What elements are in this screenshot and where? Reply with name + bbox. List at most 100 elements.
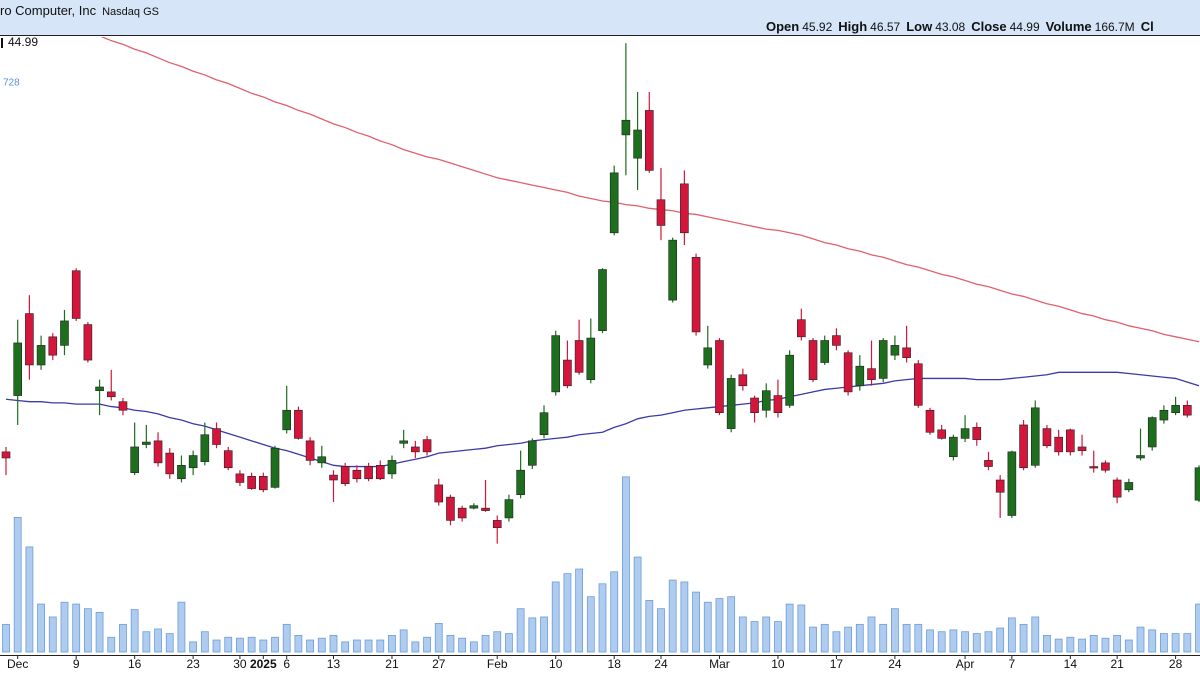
candle-body <box>1112 479 1122 498</box>
x-tick-label: 21 <box>385 657 399 671</box>
volume-bar <box>165 633 174 653</box>
candle-body <box>504 499 514 519</box>
candle-body <box>703 347 713 366</box>
x-tick-label: 16 <box>128 657 142 671</box>
candle-body <box>411 446 420 453</box>
volume-bar <box>1195 603 1200 653</box>
volume-bar <box>282 623 291 653</box>
x-tick-label: 10 <box>549 657 563 671</box>
volume-bar <box>1066 636 1075 653</box>
quote-trailing: Cl <box>1140 19 1154 34</box>
volume-bar <box>1124 639 1133 653</box>
volume-bar <box>563 573 572 653</box>
candle-body <box>329 474 338 481</box>
volume-bar <box>774 621 782 653</box>
candle-body <box>867 368 876 380</box>
candle-body <box>83 324 93 361</box>
candle-body <box>223 450 233 469</box>
volume-bar <box>551 581 560 653</box>
volume-bar <box>294 635 303 653</box>
candle-body <box>270 447 280 488</box>
candle-body <box>247 476 256 489</box>
volume-bar <box>481 635 490 653</box>
volume-layer <box>2 476 1200 653</box>
x-tick-label: 6 <box>283 657 290 671</box>
volume-bar <box>528 617 537 653</box>
candle-body <box>1007 451 1017 516</box>
candle-body <box>878 340 888 379</box>
volume-bar <box>142 631 151 653</box>
candle-body <box>95 386 104 391</box>
x-tick-label: 30 <box>233 657 247 671</box>
candle-body <box>1019 424 1028 469</box>
volume-bar <box>1019 623 1028 653</box>
volume-bar <box>598 583 607 653</box>
candle-body <box>984 460 993 467</box>
candle-body <box>1 451 11 459</box>
x-tick-label: 24 <box>888 657 902 671</box>
volume-bar <box>832 631 841 653</box>
quote-value: 166.7M <box>1094 20 1135 34</box>
volume-bar <box>855 623 864 653</box>
volume-bar <box>177 601 186 653</box>
candle-layer <box>1 43 1200 544</box>
candle-body <box>1054 436 1063 453</box>
ma-label: 728 <box>3 78 20 89</box>
volume-bar <box>820 623 829 653</box>
volume-bar <box>1054 638 1063 653</box>
volume-bar <box>1078 638 1086 653</box>
candle-body <box>200 434 210 462</box>
candle-body <box>960 428 970 439</box>
volume-bar <box>224 636 233 653</box>
quote-value: 43.08 <box>935 20 966 34</box>
candle-body <box>972 427 982 440</box>
x-tick-label: 27 <box>432 657 446 671</box>
volume-bar <box>72 603 81 653</box>
candle-body <box>1042 428 1052 447</box>
candle-body <box>71 270 81 319</box>
volume-bar <box>469 641 478 653</box>
volume-bar <box>423 636 431 653</box>
quote-value: 46.57 <box>870 20 901 34</box>
candle-body <box>832 335 841 346</box>
candle-body <box>399 440 408 444</box>
volume-bar <box>575 568 584 653</box>
volume-bar <box>1101 637 1110 653</box>
candle-body <box>259 476 268 491</box>
volume-bar <box>212 639 221 653</box>
volume-bar <box>236 637 244 653</box>
x-tick-label: 21 <box>1110 657 1124 671</box>
candle-body <box>165 452 175 475</box>
volume-bar <box>411 641 420 653</box>
candle-body <box>609 172 619 234</box>
exchange: Nasdaq GS <box>102 6 159 18</box>
volume-bar <box>189 641 198 653</box>
volume-bar <box>516 608 525 653</box>
candle-body <box>539 412 549 436</box>
volume-bar <box>271 636 279 653</box>
candle-body <box>773 395 783 413</box>
x-tick-label: Apr <box>956 657 975 671</box>
candle-body <box>902 347 911 358</box>
volume-bar <box>364 639 373 653</box>
candle-body <box>188 455 198 469</box>
candle-body <box>785 354 794 406</box>
volume-bar <box>937 631 946 653</box>
volume-bar <box>902 623 911 653</box>
candle-body <box>574 340 584 373</box>
volume-bar <box>996 627 1005 653</box>
volume-bar <box>505 633 513 653</box>
candle-body <box>153 440 163 464</box>
candle-body <box>691 256 701 333</box>
x-tick-label: 13 <box>327 657 341 671</box>
volume-bar <box>972 633 981 653</box>
x-tick-label: Feb <box>487 657 508 671</box>
volume-bar <box>797 604 806 653</box>
volume-bar <box>680 581 689 653</box>
quote-label: Low <box>906 19 933 34</box>
x-tick-label: 24 <box>654 657 668 671</box>
candle-body <box>1030 407 1040 466</box>
candle-body <box>25 313 34 366</box>
volume-bar <box>60 601 69 653</box>
